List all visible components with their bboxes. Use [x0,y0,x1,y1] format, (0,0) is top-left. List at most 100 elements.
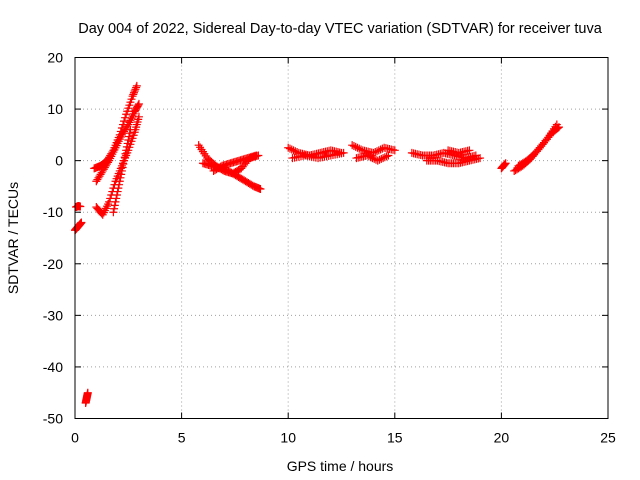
data-point [357,145,366,154]
y-tick-label: -50 [43,411,63,427]
series-s17 [444,146,474,157]
data-point [382,152,391,161]
data-point [256,185,265,194]
data-point [114,184,123,193]
y-tick-label: -10 [43,204,63,220]
data-point [117,166,126,175]
y-tick-label: -40 [43,359,63,375]
y-tick-label: 0 [55,153,63,169]
data-point [379,154,388,163]
data-point [349,142,358,151]
data-point [134,112,143,121]
series-s13 [348,141,399,157]
data-point [111,197,120,206]
data-point [380,153,389,162]
series-s18 [497,159,510,173]
data-point [370,154,379,163]
data-point [500,160,509,169]
data-point [368,154,377,163]
data-point [123,139,132,148]
x-tick-label: 15 [387,430,403,446]
data-point [119,160,128,169]
series-s12 [288,148,348,163]
data-point [120,156,129,165]
data-point [366,153,375,162]
x-tick-label: 10 [280,430,296,446]
data-point [131,85,140,94]
data-point [125,132,134,141]
data-point [112,194,121,203]
data-point [134,99,143,108]
data-point [375,155,384,164]
y-tick-label: 10 [47,101,63,117]
data-point [373,156,382,165]
data-point [353,143,362,152]
y-tick-label: 20 [47,50,63,66]
data-point [390,146,399,155]
plot-frame [74,57,609,419]
data-point [125,129,134,138]
data-point [83,388,92,397]
data-point [289,146,298,155]
series-s14 [352,151,393,165]
data-point [553,123,562,132]
data-point [130,87,139,96]
data-point [376,145,385,154]
series-s16 [422,154,485,168]
data-point [120,153,129,162]
y-tick-label: -20 [43,256,63,272]
series-s3 [81,388,92,408]
data-point [118,163,127,172]
data-point [284,143,293,152]
data-point [76,202,85,211]
data-point [287,145,296,154]
data-point [129,90,138,99]
data-point [132,83,141,92]
data-point [126,125,135,134]
data-point [355,144,364,153]
data-point [351,142,360,151]
data-point [120,117,129,126]
chart-title: Day 004 of 2022, Sidereal Day-to-day VTE… [78,21,602,37]
x-tick-label: 5 [178,430,186,446]
data-point [117,170,126,179]
data-point [122,146,131,155]
data-point [348,141,357,150]
x-tick-labels: 0 5 10 15 20 25 [71,430,616,446]
data-point [77,218,86,227]
data-point [115,177,124,186]
data-point [371,148,380,157]
data-point [339,148,348,157]
x-axis-title: GPS time / hours [287,458,394,474]
data-point [363,151,372,160]
data-point [121,149,130,158]
series-s1 [71,218,86,235]
x-tick-label: 0 [71,430,79,446]
data-point [110,201,119,210]
data-point [134,101,143,110]
data-point [465,146,474,155]
data-point [476,154,485,163]
x-tick-label: 25 [600,430,616,446]
data-point [252,151,261,160]
data-point [109,208,118,217]
data-point [116,173,125,182]
data-point [500,160,509,169]
data-point [369,148,378,157]
data-point [113,187,122,196]
data-point [112,191,121,200]
series-s7 [109,125,135,217]
axis-ticks [74,57,609,419]
data-point [129,88,138,97]
data-points [71,81,563,408]
data-point [554,123,563,132]
data-point [373,147,382,156]
x-tick-label: 20 [494,430,510,446]
data-point [364,152,373,161]
data-point [110,204,119,213]
data-point [377,154,386,163]
data-point [124,136,133,145]
data-point [128,92,137,101]
series-s5 [92,99,143,186]
